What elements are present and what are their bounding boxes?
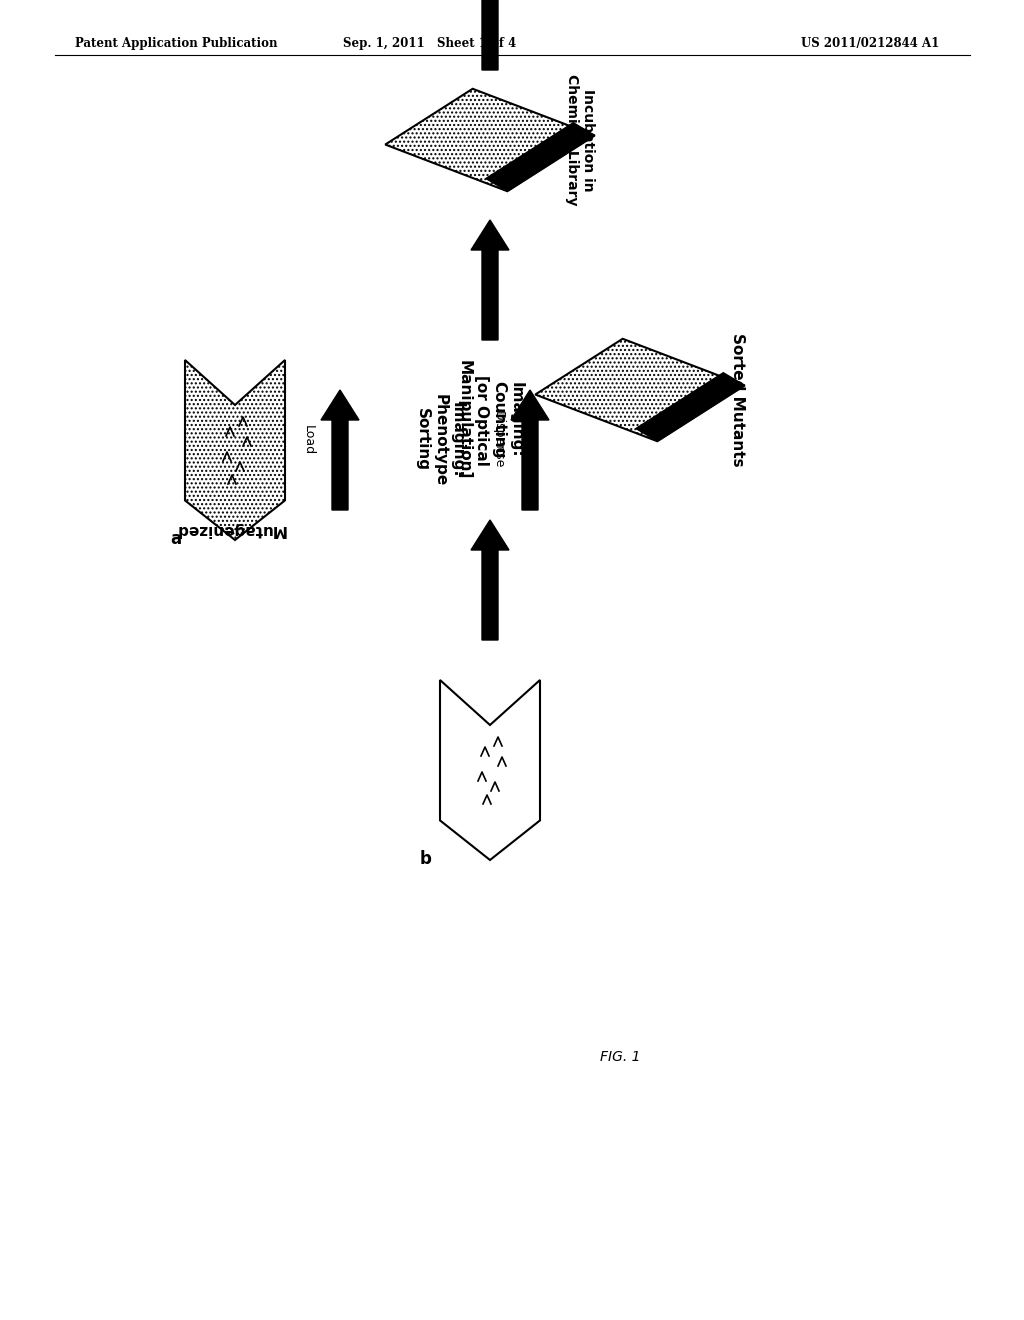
Text: Load: Load — [302, 425, 315, 455]
Polygon shape — [185, 360, 285, 540]
FancyArrow shape — [471, 0, 509, 70]
Text: Dispense: Dispense — [492, 412, 505, 469]
Polygon shape — [385, 88, 595, 191]
Polygon shape — [486, 123, 595, 191]
FancyArrow shape — [471, 520, 509, 640]
Text: FIG. 1: FIG. 1 — [600, 1049, 640, 1064]
Text: Mutagenized: Mutagenized — [174, 521, 286, 537]
Text: US 2011/0212844 A1: US 2011/0212844 A1 — [801, 37, 939, 50]
Text: b: b — [420, 850, 432, 869]
Text: Imaging:
Counting
[or Optical
Manipulation]: Imaging: Counting [or Optical Manipulati… — [457, 360, 523, 479]
FancyArrow shape — [471, 220, 509, 341]
Text: Imaging:
Phenotype
Sorting: Imaging: Phenotype Sorting — [415, 393, 465, 486]
FancyArrow shape — [511, 389, 549, 510]
Polygon shape — [636, 372, 744, 441]
Polygon shape — [536, 339, 744, 441]
FancyArrow shape — [321, 389, 359, 510]
Text: Sep. 1, 2011   Sheet 1 of 4: Sep. 1, 2011 Sheet 1 of 4 — [343, 37, 517, 50]
Text: Patent Application Publication: Patent Application Publication — [75, 37, 278, 50]
Polygon shape — [440, 680, 540, 861]
Text: Sorted Mutants: Sorted Mutants — [730, 333, 745, 467]
Text: a: a — [170, 531, 181, 548]
Text: Incubation in
Chemical Library: Incubation in Chemical Library — [565, 74, 595, 206]
